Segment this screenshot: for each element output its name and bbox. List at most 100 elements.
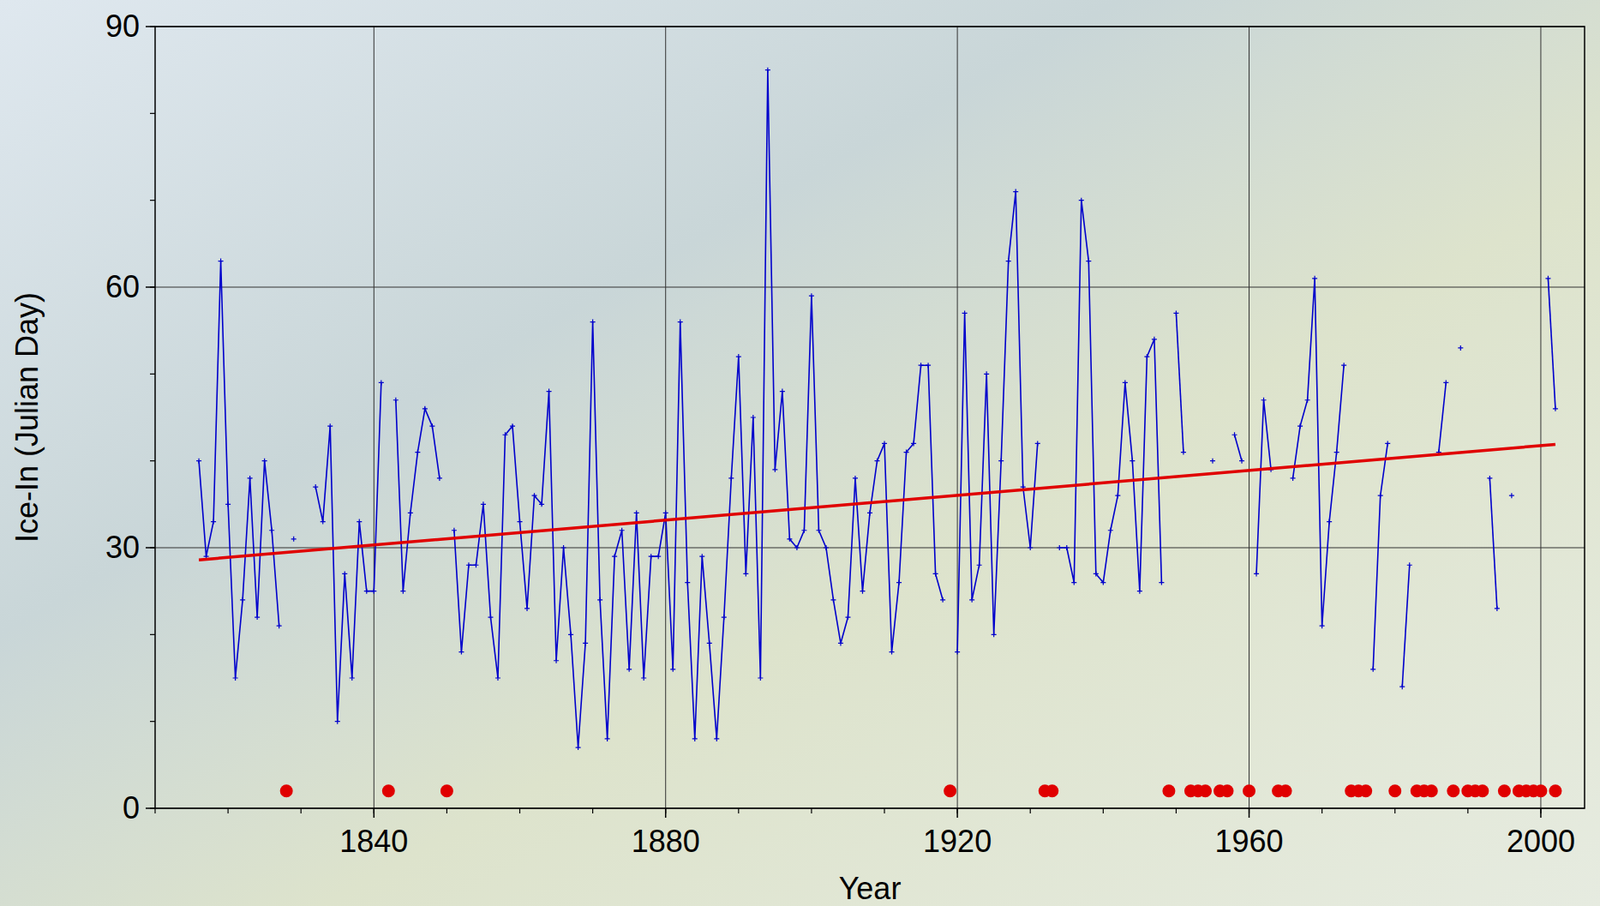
data-marker <box>1457 345 1463 351</box>
data-marker <box>1253 570 1259 576</box>
data-point <box>1446 784 1460 798</box>
x-tick-label: 2000 <box>1506 823 1576 859</box>
data-marker <box>713 736 720 742</box>
data-marker <box>1326 519 1332 525</box>
data-line <box>454 70 943 748</box>
data-marker <box>487 614 493 620</box>
data-marker <box>779 389 786 395</box>
data-marker <box>1100 580 1106 586</box>
data-line <box>1234 434 1243 461</box>
data-marker <box>1151 336 1157 342</box>
y-tick-label: 30 <box>105 529 140 565</box>
data-marker <box>1210 458 1216 464</box>
minor-tick <box>149 460 156 462</box>
data-marker <box>1239 458 1245 464</box>
data-marker <box>786 536 792 542</box>
minor-tick <box>519 808 521 814</box>
data-marker <box>648 553 654 559</box>
data-marker <box>983 371 989 377</box>
data-marker <box>619 527 625 534</box>
data-marker <box>1056 545 1062 551</box>
data-marker <box>196 458 202 464</box>
x-axis-title: Year <box>838 870 902 906</box>
data-marker <box>736 353 742 360</box>
data-marker <box>801 527 807 534</box>
data-point <box>943 784 957 798</box>
data-marker <box>262 458 268 464</box>
data-marker <box>605 736 611 742</box>
minor-tick <box>149 199 156 201</box>
y-tick-label: 0 <box>122 790 140 826</box>
data-point <box>1359 784 1373 798</box>
data-marker <box>502 431 508 438</box>
tick <box>956 808 959 818</box>
minor-tick <box>446 808 448 814</box>
data-marker <box>1006 258 1012 264</box>
data-marker <box>335 719 341 725</box>
grid-line <box>1248 26 1250 809</box>
data-marker <box>254 614 260 620</box>
y-tick-label: 60 <box>105 269 140 305</box>
data-marker <box>466 562 472 568</box>
data-marker <box>910 440 917 446</box>
data-marker <box>400 588 406 594</box>
data-marker <box>655 553 661 559</box>
data-point <box>1388 784 1402 798</box>
data-marker <box>1144 353 1150 360</box>
data-marker <box>437 475 443 481</box>
data-marker <box>743 570 749 576</box>
data-marker <box>568 631 574 637</box>
data-point <box>1221 784 1235 798</box>
data-marker <box>844 614 851 620</box>
tick <box>1540 808 1542 818</box>
data-point <box>280 784 294 798</box>
minor-tick <box>1030 808 1031 814</box>
data-marker <box>1297 423 1303 429</box>
data-marker <box>1129 458 1135 464</box>
data-line <box>1547 278 1556 409</box>
grid-line <box>665 26 666 809</box>
data-marker <box>1071 580 1077 586</box>
data-marker <box>670 666 676 672</box>
data-marker <box>590 319 596 325</box>
data-marker <box>925 362 931 368</box>
data-marker <box>933 570 939 576</box>
x-tick-label: 1840 <box>339 823 408 859</box>
data-marker <box>1122 379 1128 385</box>
data-marker <box>239 597 246 603</box>
data-marker <box>1137 588 1143 594</box>
minor-tick <box>227 808 229 814</box>
data-marker <box>532 492 538 498</box>
data-marker <box>582 640 588 646</box>
data-marker <box>969 597 975 603</box>
data-point <box>1475 784 1489 798</box>
data-line <box>1175 312 1184 452</box>
data-marker <box>1312 275 1318 282</box>
data-point <box>1498 784 1511 798</box>
data-marker <box>859 588 865 594</box>
data-marker <box>1486 475 1493 481</box>
minor-tick <box>1394 808 1396 814</box>
data-marker <box>1509 492 1515 498</box>
data-marker <box>269 527 275 534</box>
minor-tick <box>592 808 594 814</box>
data-marker <box>495 675 501 681</box>
data-marker <box>218 258 224 264</box>
data-marker <box>1012 189 1019 195</box>
data-marker <box>1378 492 1384 498</box>
data-marker <box>225 501 231 507</box>
data-marker <box>1443 379 1449 385</box>
data-marker <box>1384 440 1391 446</box>
data-marker <box>1399 683 1405 690</box>
data-marker <box>1173 310 1179 316</box>
data-marker <box>546 389 552 395</box>
grid-line <box>1540 26 1541 809</box>
data-marker <box>210 519 216 525</box>
grid-line <box>155 287 1585 288</box>
data-marker <box>641 675 647 681</box>
data-line <box>1059 200 1162 592</box>
data-marker <box>561 545 567 551</box>
data-marker <box>393 397 399 403</box>
data-point <box>1425 784 1439 798</box>
data-marker <box>480 501 486 507</box>
